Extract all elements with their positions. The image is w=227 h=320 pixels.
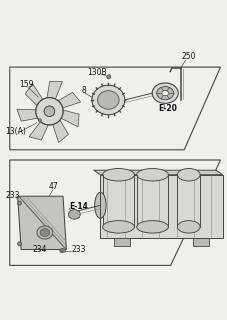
Ellipse shape [151,83,178,103]
Polygon shape [46,81,62,105]
Circle shape [36,98,63,125]
Circle shape [44,106,54,116]
Text: 250: 250 [181,52,196,61]
Ellipse shape [102,220,134,233]
Circle shape [17,242,21,246]
Text: 13(A): 13(A) [6,127,26,136]
Ellipse shape [94,192,106,218]
Text: 233: 233 [71,244,86,253]
Polygon shape [100,175,222,238]
Circle shape [62,249,65,252]
Ellipse shape [161,91,168,96]
Text: 8: 8 [81,86,86,95]
Polygon shape [25,84,46,111]
Ellipse shape [177,169,199,181]
Polygon shape [17,109,44,121]
Text: 130B: 130B [86,68,106,77]
Ellipse shape [91,85,124,115]
Polygon shape [18,196,66,250]
Circle shape [17,201,21,205]
Ellipse shape [136,169,168,181]
Ellipse shape [177,220,199,233]
Ellipse shape [40,229,49,236]
Polygon shape [192,238,208,246]
Text: E-14: E-14 [69,202,88,211]
Circle shape [36,98,63,125]
Text: 233: 233 [6,191,20,200]
Polygon shape [50,114,68,142]
Ellipse shape [136,220,168,233]
Circle shape [59,249,64,253]
Polygon shape [93,170,222,175]
Circle shape [44,106,54,116]
Ellipse shape [102,169,134,181]
Text: 159: 159 [19,80,34,89]
Polygon shape [114,238,129,246]
Ellipse shape [97,91,118,109]
Text: 234: 234 [33,244,47,253]
Polygon shape [52,92,80,110]
Ellipse shape [37,226,53,239]
Polygon shape [55,108,79,127]
Text: E-20: E-20 [158,104,176,113]
Polygon shape [29,116,51,140]
Ellipse shape [68,210,80,219]
Circle shape [106,75,110,79]
Text: 47: 47 [49,182,59,191]
Circle shape [38,119,41,122]
Ellipse shape [156,87,173,100]
